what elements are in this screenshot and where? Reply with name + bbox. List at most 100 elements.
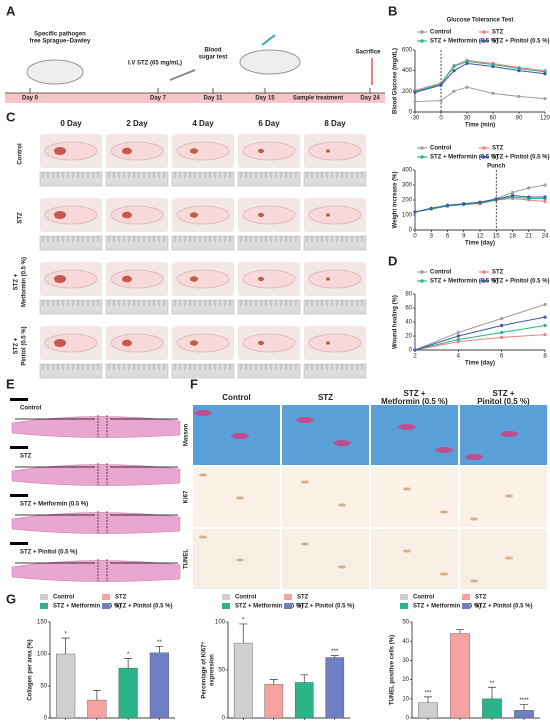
bar xyxy=(450,633,470,719)
timeline-note: free Sprague–Dawley xyxy=(30,39,91,45)
significance: ** xyxy=(490,681,495,687)
paw-shape xyxy=(308,205,362,225)
histology-image xyxy=(371,467,458,527)
photo-ruler xyxy=(171,235,235,251)
legend-swatch xyxy=(462,603,470,609)
panel-label: A xyxy=(6,3,16,18)
legend-label: STZ + Metformin (0.5 %) xyxy=(235,604,303,610)
tissue-feature xyxy=(305,480,309,484)
tissue-section xyxy=(11,416,181,438)
tissue-feature xyxy=(342,565,346,569)
photo-ruler xyxy=(105,299,169,315)
data-point xyxy=(510,193,515,198)
data-point xyxy=(452,69,456,73)
data-point xyxy=(456,337,460,342)
histology-image xyxy=(460,467,547,527)
data-point xyxy=(465,85,469,89)
photo-ruler xyxy=(171,363,235,379)
tissue-feature xyxy=(342,503,346,507)
data-point xyxy=(413,90,417,94)
error-bar xyxy=(330,655,339,658)
wound xyxy=(122,211,132,219)
wound xyxy=(122,339,132,347)
legend-label: STZ + Metformin (0.5 %) xyxy=(430,279,498,285)
scale-bar xyxy=(10,446,28,449)
wound xyxy=(258,212,264,218)
significance: **** xyxy=(519,698,529,704)
data-point xyxy=(543,199,547,204)
legend-label: Control xyxy=(430,146,452,152)
x-axis-label: Time (min) xyxy=(465,123,495,129)
wound xyxy=(54,211,66,219)
legend-label: STZ xyxy=(475,595,487,601)
legend-label: STZ + Metformin (0.5 %) xyxy=(53,604,121,610)
data-point xyxy=(465,61,469,66)
timeline-day: Day 15 xyxy=(255,96,275,102)
data-point xyxy=(439,83,443,87)
panel-label: G xyxy=(6,591,16,606)
significance: *** xyxy=(424,690,432,696)
paw-shape xyxy=(242,205,296,225)
error-bar xyxy=(239,623,248,644)
photo-ruler xyxy=(105,235,169,251)
y-tick-label: 100 xyxy=(37,652,48,658)
scale-bar xyxy=(10,494,28,497)
row-label: TUNEL xyxy=(184,549,190,569)
data-point xyxy=(445,203,450,207)
error-bar xyxy=(269,679,278,685)
bar xyxy=(418,702,438,719)
data-point xyxy=(543,195,547,199)
data-point xyxy=(517,69,521,73)
wound xyxy=(258,276,264,282)
tissue-feature xyxy=(240,558,244,562)
paw-shape xyxy=(176,141,230,161)
timeline-note: sugar test xyxy=(199,55,228,61)
photo-ruler xyxy=(303,299,367,315)
significance: * xyxy=(127,652,130,658)
x-axis-label: Time (day) xyxy=(465,241,495,247)
legend-label: STZ xyxy=(492,146,504,152)
timeline-day: Day 24 xyxy=(360,96,380,102)
legend-swatch xyxy=(420,146,424,150)
column-header: Metformin (0.5 %) xyxy=(381,397,448,406)
paw-shape xyxy=(110,269,164,289)
y-axis-label: Percentage of Ki67⁺ xyxy=(201,641,208,698)
bar xyxy=(118,667,138,719)
column-header: Control xyxy=(222,393,250,402)
data-point xyxy=(510,190,515,195)
data-point xyxy=(462,202,466,206)
tissue-feature xyxy=(407,549,411,553)
data-point xyxy=(452,89,456,93)
timeline-note: Blood xyxy=(205,48,222,54)
data-point xyxy=(543,315,547,319)
data-point xyxy=(452,64,456,69)
row-label: Pinitol (0.5 %) xyxy=(22,326,28,365)
histology-image xyxy=(193,529,280,589)
tissue-feature xyxy=(402,424,416,430)
legend-label: STZ xyxy=(492,30,504,36)
bar xyxy=(87,699,107,719)
tissue-feature xyxy=(407,487,411,491)
y-axis-label: expression xyxy=(210,654,216,686)
photo-ruler xyxy=(105,171,169,187)
error-bar xyxy=(520,704,528,711)
tissue-feature xyxy=(240,496,244,500)
wound xyxy=(54,339,66,347)
y-tick-label: 40 xyxy=(405,320,412,326)
data-point xyxy=(500,335,504,339)
column-header: STZ + xyxy=(403,389,425,398)
y-tick-label: 0 xyxy=(44,716,48,722)
row-label: Ki67 xyxy=(184,490,190,503)
row-label: STZ xyxy=(18,212,24,224)
timeline-day: Day 11 xyxy=(203,96,223,102)
y-tick-label: 50 xyxy=(40,684,47,690)
tissue-section xyxy=(11,464,181,486)
photo-ruler xyxy=(39,299,103,315)
y-tick-label: 100 xyxy=(402,213,413,219)
panel-label: F xyxy=(190,376,198,391)
wound xyxy=(190,212,198,218)
legend-label: STZ xyxy=(492,270,504,276)
data-point xyxy=(500,316,504,321)
column-header: 8 Day xyxy=(324,119,346,128)
legend-swatch xyxy=(40,603,48,609)
